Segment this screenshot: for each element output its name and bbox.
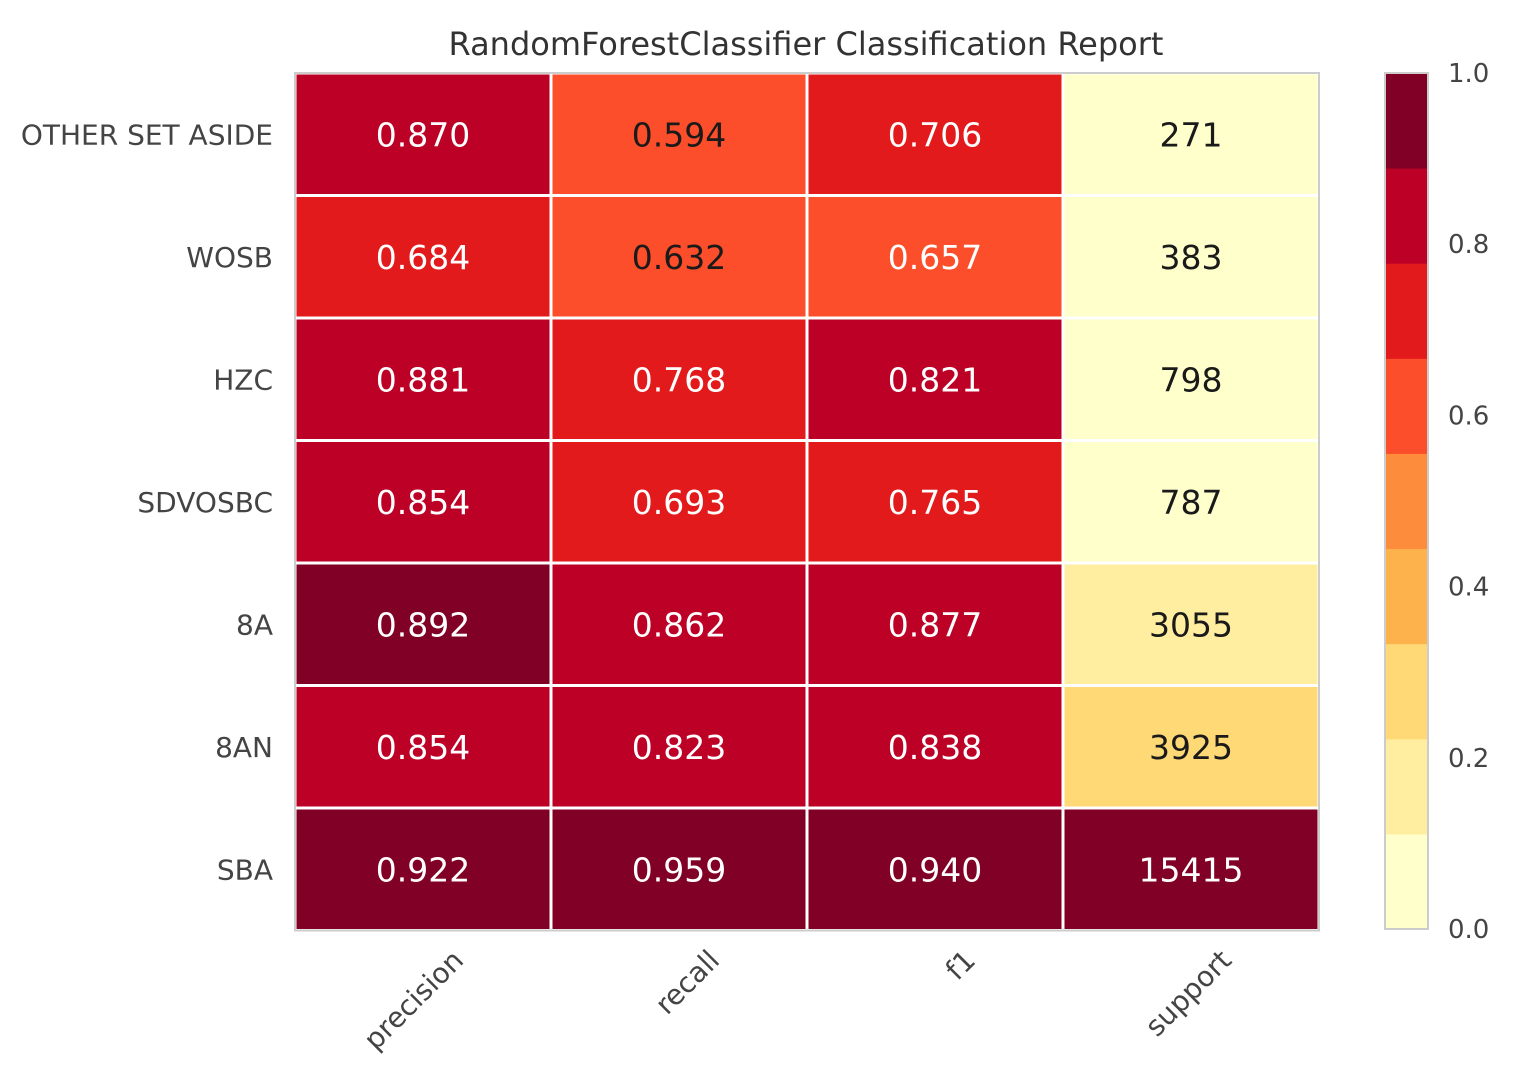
colorbar-tick-label: 0.0	[1448, 915, 1489, 945]
column-label-f1: f1	[939, 944, 982, 987]
cell-value-label: 0.922	[376, 850, 470, 889]
heatmap-cell-8an-recall	[549, 684, 809, 810]
cell-value-label: 0.959	[632, 850, 726, 889]
row-label-hzc: HZC	[213, 363, 273, 396]
row-label-wosb: WOSB	[186, 241, 273, 274]
colorbar-bin	[1385, 73, 1428, 169]
colorbar-bin	[1385, 358, 1428, 454]
heatmap-cell-8an-f1	[805, 684, 1065, 810]
cell-value-label: 0.632	[632, 238, 726, 277]
cell-value-label: 0.768	[632, 360, 726, 399]
heatmap-cell-hzc-support	[1061, 316, 1321, 442]
colorbar-tick-label: 0.2	[1448, 744, 1489, 774]
heatmap-cell-sba-precision	[293, 806, 553, 932]
colorbar-bin	[1385, 453, 1428, 550]
colorbar-bin	[1385, 738, 1428, 835]
column-label-support: support	[1139, 944, 1238, 1043]
heatmap-cells: 0.870 0.594 0.706 271 0.684 0.632 0.657 383 0.88…	[293, 71, 1321, 932]
colorbar-bin	[1385, 263, 1428, 359]
cell-value-label: 3055	[1149, 605, 1233, 644]
cell-value-label: 271	[1160, 115, 1223, 154]
colorbar-tick-label: 0.6	[1448, 401, 1489, 431]
colorbar-tick-label: 0.4	[1448, 573, 1489, 603]
row-label-other-set-aside: OTHER SET ASIDE	[21, 118, 273, 151]
cell-value-label: 0.881	[376, 360, 470, 399]
row-label-sdvosbc: SDVOSBC	[137, 486, 273, 519]
row-label-sba: SBA	[217, 853, 273, 886]
column-label-recall: recall	[649, 944, 726, 1021]
cell-value-label: 0.684	[376, 238, 470, 277]
heatmap-cell-other-set-aside-recall	[549, 71, 809, 197]
heatmap-cell-8an-precision	[293, 684, 553, 810]
colorbar-bin	[1385, 643, 1428, 740]
heatmap-cell-8a-f1	[805, 561, 1065, 687]
cell-value-label: 0.870	[376, 115, 470, 154]
row-labels: OTHER SET ASIDE WOSB HZC SDVOSBC 8A 8AN SBA	[21, 118, 273, 886]
column-labels: precision recall f1 support	[357, 944, 1238, 1057]
colorbar-tick-label: 0.8	[1448, 230, 1489, 260]
colorbar-border	[1384, 72, 1429, 930]
heatmap-cell-sba-support	[1061, 806, 1321, 932]
cell-value-label: 0.862	[632, 605, 726, 644]
cell-value-label: 0.706	[888, 115, 982, 154]
colorbar: 0.0 0.2 0.4 0.6 0.8 1.0	[1384, 59, 1489, 945]
heatmap-cell-wosb-recall	[549, 194, 809, 320]
colorbar-tick-label: 1.0	[1448, 59, 1489, 89]
chart-title: RandomForestClassifier Classification Re…	[449, 25, 1164, 63]
row-label-8a: 8A	[236, 608, 273, 641]
cell-value-label: 0.892	[376, 605, 470, 644]
cell-value-label: 0.657	[888, 238, 982, 277]
heatmap-cell-other-set-aside-precision	[293, 71, 553, 197]
cell-value-label: 0.594	[632, 115, 726, 154]
colorbar-bin	[1385, 833, 1428, 930]
cell-value-label: 798	[1160, 360, 1223, 399]
heatmap-cell-8a-support	[1061, 561, 1321, 687]
cell-value-label: 0.765	[888, 483, 982, 522]
cell-value-label: 15415	[1139, 850, 1244, 889]
cell-value-label: 0.821	[888, 360, 982, 399]
colorbar-bin	[1385, 548, 1428, 645]
cell-value-label: 0.838	[888, 728, 982, 767]
heatmap-cell-8a-recall	[549, 561, 809, 687]
cell-value-label: 0.877	[888, 605, 982, 644]
colorbar-bin	[1385, 168, 1428, 264]
cell-value-label: 0.693	[632, 483, 726, 522]
heatmap-cell-sdvosbc-support	[1061, 439, 1321, 565]
heatmap-cell-sba-f1	[805, 806, 1065, 932]
heatmap-cell-hzc-recall	[549, 316, 809, 442]
cell-value-label: 0.940	[888, 850, 982, 889]
cell-value-label: 383	[1160, 238, 1223, 277]
cell-value-label: 0.854	[376, 728, 470, 767]
heatmap-cell-sdvosbc-recall	[549, 439, 809, 565]
column-label-precision: precision	[357, 944, 470, 1057]
cell-value-label: 0.854	[376, 483, 470, 522]
row-label-8an: 8AN	[215, 731, 273, 764]
cell-value-label: 0.823	[632, 728, 726, 767]
cell-value-label: 3925	[1149, 728, 1233, 767]
heatmap-cell-wosb-support	[1061, 194, 1321, 320]
heatmap-border	[294, 72, 1320, 932]
cell-value-label: 787	[1160, 483, 1223, 522]
